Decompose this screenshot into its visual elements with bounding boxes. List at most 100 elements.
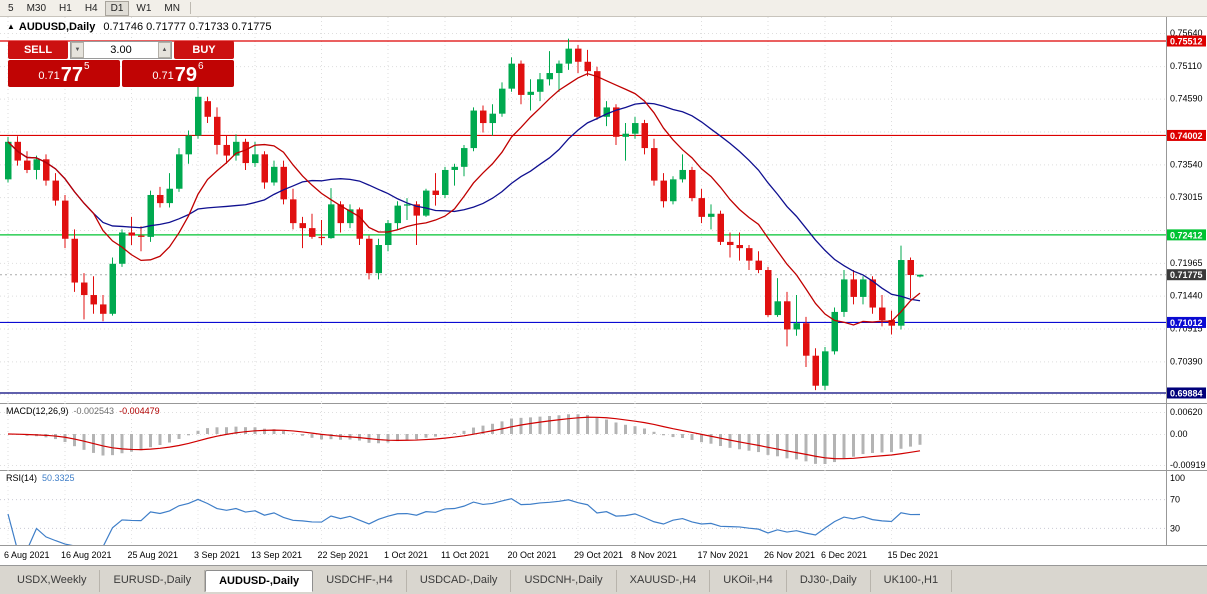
- candle-body: [309, 228, 316, 237]
- tab-eurusd-daily[interactable]: EURUSD-,Daily: [100, 570, 206, 592]
- time-axis[interactable]: 6 Aug 2021 16 Aug 2021 25 Aug 2021 3 Sep 20…: [0, 545, 1207, 565]
- lot-size-input[interactable]: 3.00: [110, 44, 132, 56]
- candle-body: [594, 71, 601, 117]
- level-lines: [0, 40, 1166, 394]
- tab-audusd-daily[interactable]: AUDUSD-,Daily: [205, 570, 314, 592]
- candle-body: [546, 73, 553, 80]
- tab-ukoil-h4[interactable]: UKOil-,H4: [710, 570, 787, 592]
- candles: [5, 38, 924, 391]
- sell-button[interactable]: SELL: [8, 41, 68, 59]
- sell-price-base: 0.71: [38, 70, 60, 82]
- price-axis-label: 0.75110: [1170, 61, 1202, 71]
- candle-body: [385, 223, 392, 246]
- candle-body: [100, 304, 107, 314]
- macd-signal-line: [7, 416, 921, 460]
- tab-usdcad-daily[interactable]: USDCAD-,Daily: [407, 570, 512, 592]
- candle-body: [499, 88, 506, 114]
- sell-price-sup: 5: [84, 61, 90, 72]
- buy-price-display[interactable]: 0.71 79 6: [122, 60, 234, 87]
- rsi-axis-label: 30: [1170, 523, 1180, 533]
- rsi-axis-label: 70: [1170, 495, 1180, 505]
- price-axis-label: 0.74590: [1170, 94, 1203, 104]
- candle-body: [717, 213, 724, 242]
- period-button-5[interactable]: 5: [8, 2, 14, 14]
- candle-body: [917, 274, 924, 277]
- period-button-h1[interactable]: H1: [59, 2, 72, 14]
- lot-decrease-button[interactable]: ▼: [71, 42, 84, 58]
- macd-axis-label: 0.00620: [1170, 407, 1203, 417]
- candle-body: [147, 194, 154, 237]
- lot-size-box: ▼ 3.00 ▲: [70, 41, 172, 59]
- candle-body: [413, 204, 420, 216]
- ma-slow-line: [7, 102, 921, 302]
- candle-body: [81, 282, 88, 296]
- date-label: 11 Oct 2021: [441, 550, 490, 560]
- tab-dj30-daily[interactable]: DJ30-,Daily: [787, 570, 871, 592]
- candlestick-chart[interactable]: 0.75640 0.75110 0.74590 0.73540 0.73015 0.719…: [0, 17, 1207, 403]
- candle-body: [290, 199, 297, 224]
- period-button-m30[interactable]: M30: [26, 2, 47, 14]
- macd-histogram: [16, 414, 922, 464]
- toolbar-separator: [189, 2, 191, 14]
- candle-body: [489, 113, 496, 124]
- period-button-mn[interactable]: MN: [164, 2, 180, 14]
- lot-increase-button[interactable]: ▲: [158, 42, 171, 58]
- candle-body: [337, 204, 344, 224]
- rsi-line: [7, 498, 921, 545]
- macd-panel[interactable]: 0.00620 0.00 -0.00919: [0, 403, 1207, 470]
- candle-body: [138, 235, 145, 237]
- tab-usdchf-h4[interactable]: USDCHF-,H4: [313, 570, 407, 592]
- candle-body: [366, 238, 373, 274]
- tab-usdcnh-daily[interactable]: USDCNH-,Daily: [511, 570, 617, 592]
- candle-body: [43, 159, 50, 181]
- candle-body: [727, 241, 734, 246]
- price-badge-text: 0.75512: [1170, 37, 1203, 47]
- date-label: 13 Sep 2021: [251, 550, 303, 560]
- candle-body: [527, 91, 534, 95]
- candle-body: [575, 48, 582, 62]
- candle-body: [52, 180, 59, 201]
- price-axis-label: 0.75640: [1170, 28, 1203, 38]
- tab-uk100-h1[interactable]: UK100-,H1: [871, 570, 953, 592]
- candle-body: [508, 63, 515, 89]
- rsi-panel[interactable]: 100 70 30: [0, 470, 1207, 545]
- candle-body: [850, 279, 857, 297]
- price-badge: [1167, 129, 1206, 141]
- tab-usdx-weekly[interactable]: USDX,Weekly: [4, 570, 101, 592]
- price-axis-label: 0.70390: [1170, 356, 1203, 366]
- candle-body: [214, 116, 221, 145]
- candle-body: [803, 323, 810, 356]
- candle-body: [128, 232, 135, 236]
- candle-body: [423, 190, 430, 216]
- candle-body: [394, 205, 401, 224]
- price-badge: [1167, 316, 1206, 328]
- tab-xauusd-h4[interactable]: XAUUSD-,H4: [617, 570, 711, 592]
- candle-body: [242, 141, 249, 164]
- candle-body: [670, 179, 677, 202]
- candle-body: [432, 190, 439, 195]
- chart-tabs-bar: USDX,Weekly EURUSD-,Daily AUDUSD-,Daily USD…: [0, 565, 1207, 594]
- candle-body: [698, 198, 705, 217]
- buy-button[interactable]: BUY: [174, 41, 234, 59]
- period-button-h4[interactable]: H4: [84, 2, 98, 14]
- candle-body: [736, 245, 743, 249]
- date-label: 6 Dec 2021: [821, 550, 868, 560]
- price-badge-text: 0.69884: [1170, 388, 1203, 398]
- candle-body: [660, 180, 667, 202]
- buy-price-sup: 6: [198, 61, 204, 72]
- candle-body: [109, 263, 116, 314]
- sell-price-display[interactable]: 0.71 77 5: [8, 60, 120, 87]
- candle-body: [841, 279, 848, 312]
- candle-body: [888, 320, 895, 326]
- candle-body: [404, 204, 411, 206]
- collapse-icon[interactable]: ▲: [7, 22, 15, 31]
- candle-body: [299, 223, 306, 229]
- candle-body: [518, 63, 525, 95]
- candle-body: [679, 169, 686, 180]
- rsi-name: RSI(14): [6, 473, 38, 483]
- period-button-d1[interactable]: D1: [104, 0, 130, 16]
- period-button-w1[interactable]: W1: [136, 2, 152, 14]
- candle-body: [223, 144, 230, 156]
- candle-body: [556, 63, 563, 74]
- candle-body: [613, 107, 620, 137]
